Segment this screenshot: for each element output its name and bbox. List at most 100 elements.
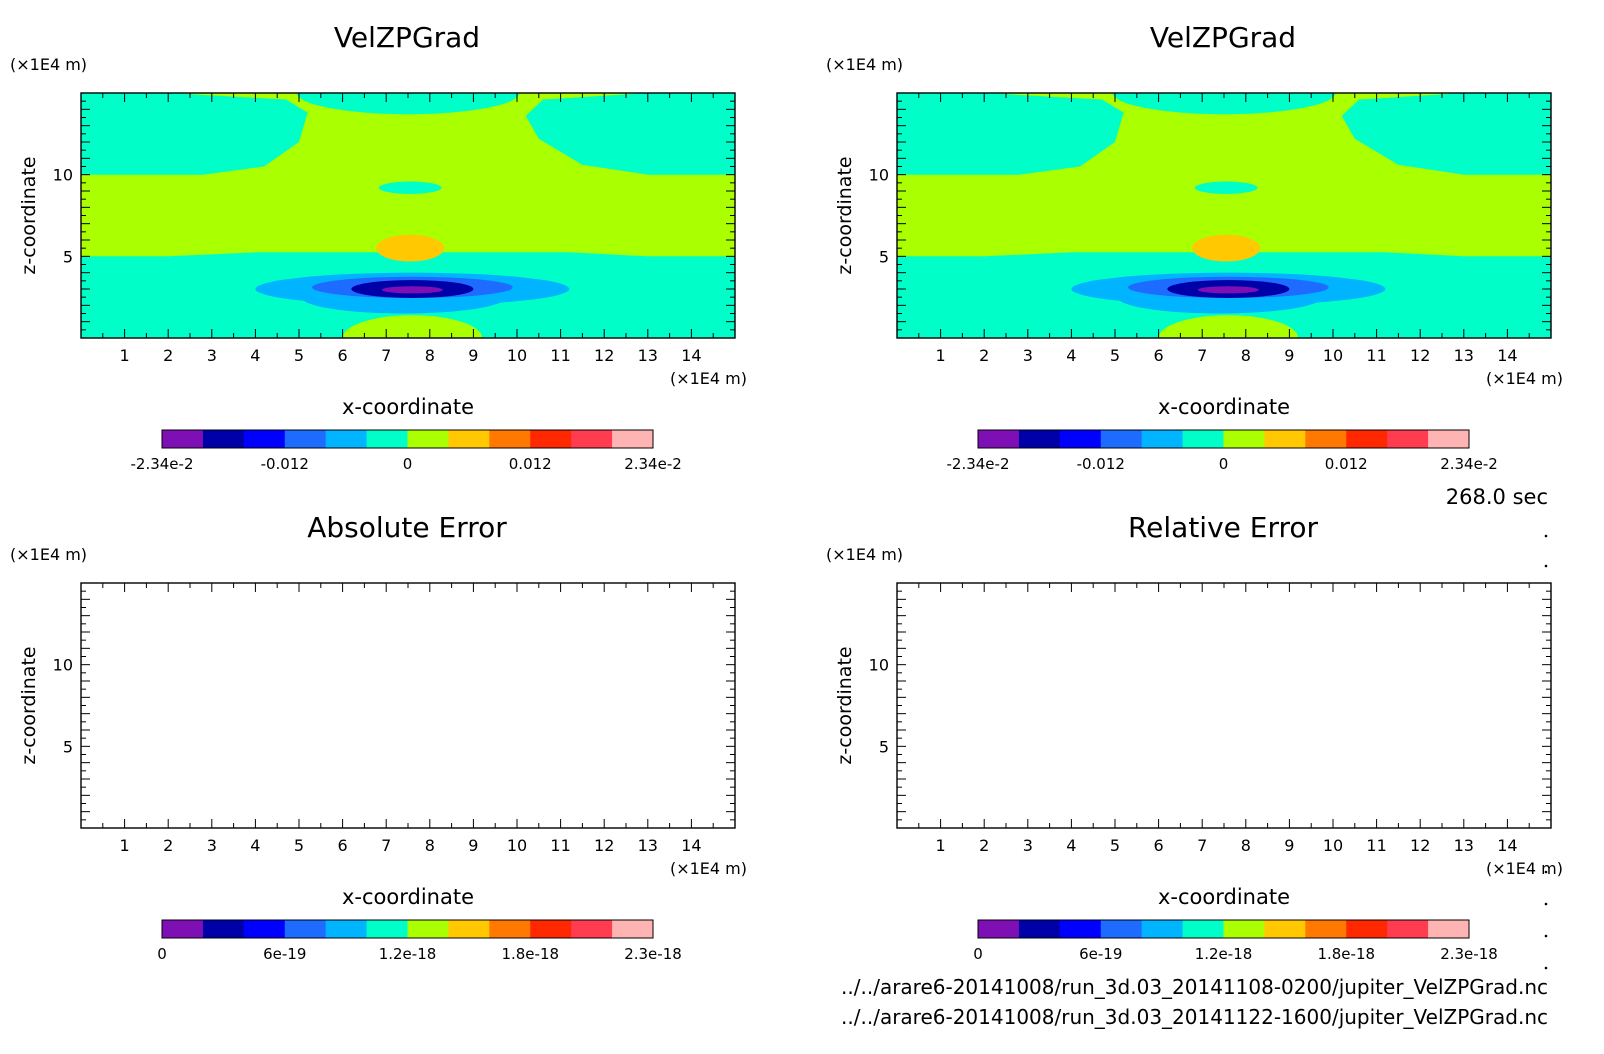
x-tick-label: 14	[1497, 836, 1517, 855]
colorbar-swatch	[1346, 430, 1388, 448]
colorbar-label: 0	[157, 945, 167, 963]
z-unit-label: (×1E4 m)	[826, 545, 903, 564]
file-path-1: ../../arare6-20141008/run_3d.03_20141108…	[841, 975, 1548, 999]
x-tick-label: 12	[594, 836, 614, 855]
x-tick-label: 9	[1284, 836, 1294, 855]
colorbar-swatch	[1182, 920, 1224, 938]
x-tick-label: 6	[1154, 346, 1164, 365]
x-tick-label: 12	[1410, 346, 1430, 365]
axis-ticks	[80, 92, 736, 339]
colorbar-label: 1.8e-18	[1317, 945, 1375, 963]
colorbar-swatch	[202, 430, 245, 448]
colorbar-swatch	[1182, 430, 1224, 448]
colorbar-swatch	[1223, 430, 1265, 448]
colorbar-swatch	[489, 430, 531, 448]
x-tick-label: 2	[979, 346, 989, 365]
x-tick-label: 10	[507, 836, 527, 855]
x-tick-label: 14	[681, 836, 701, 855]
x-tick-label: 5	[1110, 836, 1120, 855]
x-tick-label: 13	[638, 346, 658, 365]
contour-cyan-small	[378, 181, 442, 194]
x-tick-label: 2	[163, 346, 173, 365]
panel-4: Relative Error(×1E4 m)1 2 3 4 5 6 7 8 9 10 11 12 13 1…	[826, 511, 1563, 963]
colorbar-swatch	[530, 920, 572, 938]
x-tick-label: 3	[207, 836, 217, 855]
colorbar-swatch	[1059, 920, 1102, 938]
x-tick-label: 3	[1023, 836, 1033, 855]
z-unit-label: (×1E4 m)	[10, 545, 87, 564]
contour-cyan-small	[1194, 181, 1258, 194]
colorbar-swatch	[1264, 430, 1306, 448]
colorbar-frame	[977, 429, 1470, 449]
colorbar-label: 0.012	[1325, 455, 1368, 473]
x-unit-label: (×1E4 m)	[1486, 369, 1563, 388]
x-tick-label: 4	[250, 836, 260, 855]
axis-ticks	[80, 582, 736, 829]
axis-ticks	[896, 582, 1552, 829]
colorbar-swatch	[1428, 430, 1470, 448]
x-tick-label: 5	[1110, 346, 1120, 365]
x-axis-label: x-coordinate	[342, 885, 474, 909]
contour-field	[897, 93, 1551, 338]
x-tick-label: 10	[507, 346, 527, 365]
colorbar-swatch	[1305, 920, 1347, 938]
colorbar-swatch	[448, 920, 490, 938]
colorbar-label: 6e-19	[263, 945, 306, 963]
colorbar-swatch	[571, 430, 613, 448]
x-tick-label: 7	[1197, 836, 1207, 855]
x-tick-label: 11	[550, 346, 570, 365]
colorbar-swatch	[366, 920, 408, 938]
colorbar-swatch	[1305, 430, 1347, 448]
x-tick-label: 1	[936, 346, 946, 365]
x-tick-label: 11	[1366, 346, 1386, 365]
colorbar-swatch	[1018, 430, 1061, 448]
colorbar-swatch	[1141, 920, 1184, 938]
colorbar-swatch	[162, 430, 204, 448]
colorbar-swatch	[1387, 920, 1429, 938]
z-tick-label: 10	[869, 656, 889, 675]
colorbar-swatch	[202, 920, 245, 938]
colorbar-swatch	[1059, 430, 1102, 448]
colorbar-label: 2.34e-2	[624, 455, 682, 473]
x-tick-label: 3	[207, 346, 217, 365]
colorbar	[161, 919, 654, 939]
colorbar-swatch	[366, 430, 408, 448]
file-path-2: ../../arare6-20141008/run_3d.03_20141122…	[841, 1005, 1548, 1029]
panel-3: Absolute Error(×1E4 m)1 2 3 4 5 6 7 8 9 10 11 12 13 1…	[10, 511, 747, 963]
x-tick-label: 9	[468, 836, 478, 855]
x-tick-label: 3	[1023, 346, 1033, 365]
z-unit-label: (×1E4 m)	[826, 55, 903, 74]
x-tick-label: 2	[979, 836, 989, 855]
colorbar-label: 1.8e-18	[501, 945, 559, 963]
z-axis-label: z-coordinate	[834, 646, 856, 764]
x-unit-label: (×1E4 m)	[670, 859, 747, 878]
colorbar-frame	[161, 429, 654, 449]
colorbar-label: -0.012	[261, 455, 309, 473]
x-tick-label: 9	[468, 346, 478, 365]
colorbar-label: 2.34e-2	[1440, 455, 1498, 473]
colorbar-swatch	[284, 920, 327, 938]
contour-purple	[1197, 286, 1259, 294]
contour-field	[81, 583, 735, 828]
colorbar-label: 2.3e-18	[1440, 945, 1498, 963]
z-tick-label: 10	[53, 656, 73, 675]
x-tick-label: 8	[425, 346, 435, 365]
colorbar	[161, 429, 654, 449]
axis-ticks	[896, 92, 1552, 339]
x-tick-label: 6	[338, 346, 348, 365]
z-tick-label: 10	[53, 166, 73, 185]
colorbar-swatch	[612, 920, 654, 938]
x-tick-label: 7	[381, 346, 391, 365]
colorbar-swatch	[1100, 920, 1143, 938]
panel-title: Absolute Error	[307, 511, 507, 544]
x-unit-label: (×1E4 m)	[670, 369, 747, 388]
colorbar-swatch	[448, 430, 490, 448]
x-tick-label: 10	[1323, 346, 1343, 365]
x-axis-label: x-coordinate	[1158, 395, 1290, 419]
colorbar-label: -2.34e-2	[947, 455, 1010, 473]
x-tick-label: 4	[250, 346, 260, 365]
x-tick-label: 14	[681, 346, 701, 365]
colorbar	[977, 919, 1470, 939]
colorbar-swatch	[1100, 430, 1143, 448]
